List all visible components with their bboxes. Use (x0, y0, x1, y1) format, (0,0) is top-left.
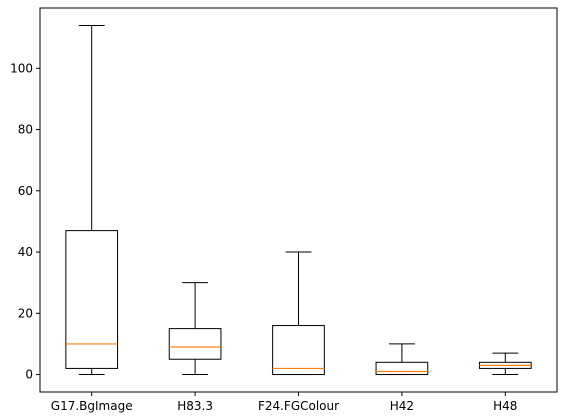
iqr-box (66, 231, 118, 369)
y-tick-label: 60 (18, 184, 33, 198)
x-tick-label: F24.FGColour (258, 399, 339, 413)
y-tick-label: 80 (18, 123, 33, 137)
x-tick-label: H42 (390, 399, 414, 413)
y-tick-label: 40 (18, 245, 33, 259)
x-tick-label: G17.BgImage (51, 399, 133, 413)
y-tick-label: 100 (10, 61, 33, 75)
x-tick-label: H48 (493, 399, 517, 413)
plot-area: 0 20 40 60 80 100 G17.BgImage H83.3 F24.FGColour… (10, 25, 531, 413)
x-tick-label: H83.3 (177, 399, 213, 413)
iqr-box (169, 329, 221, 360)
iqr-box (273, 326, 325, 375)
y-tick-label: 20 (18, 306, 33, 320)
y-tick-label: 0 (25, 368, 33, 382)
iqr-box (376, 362, 428, 374)
